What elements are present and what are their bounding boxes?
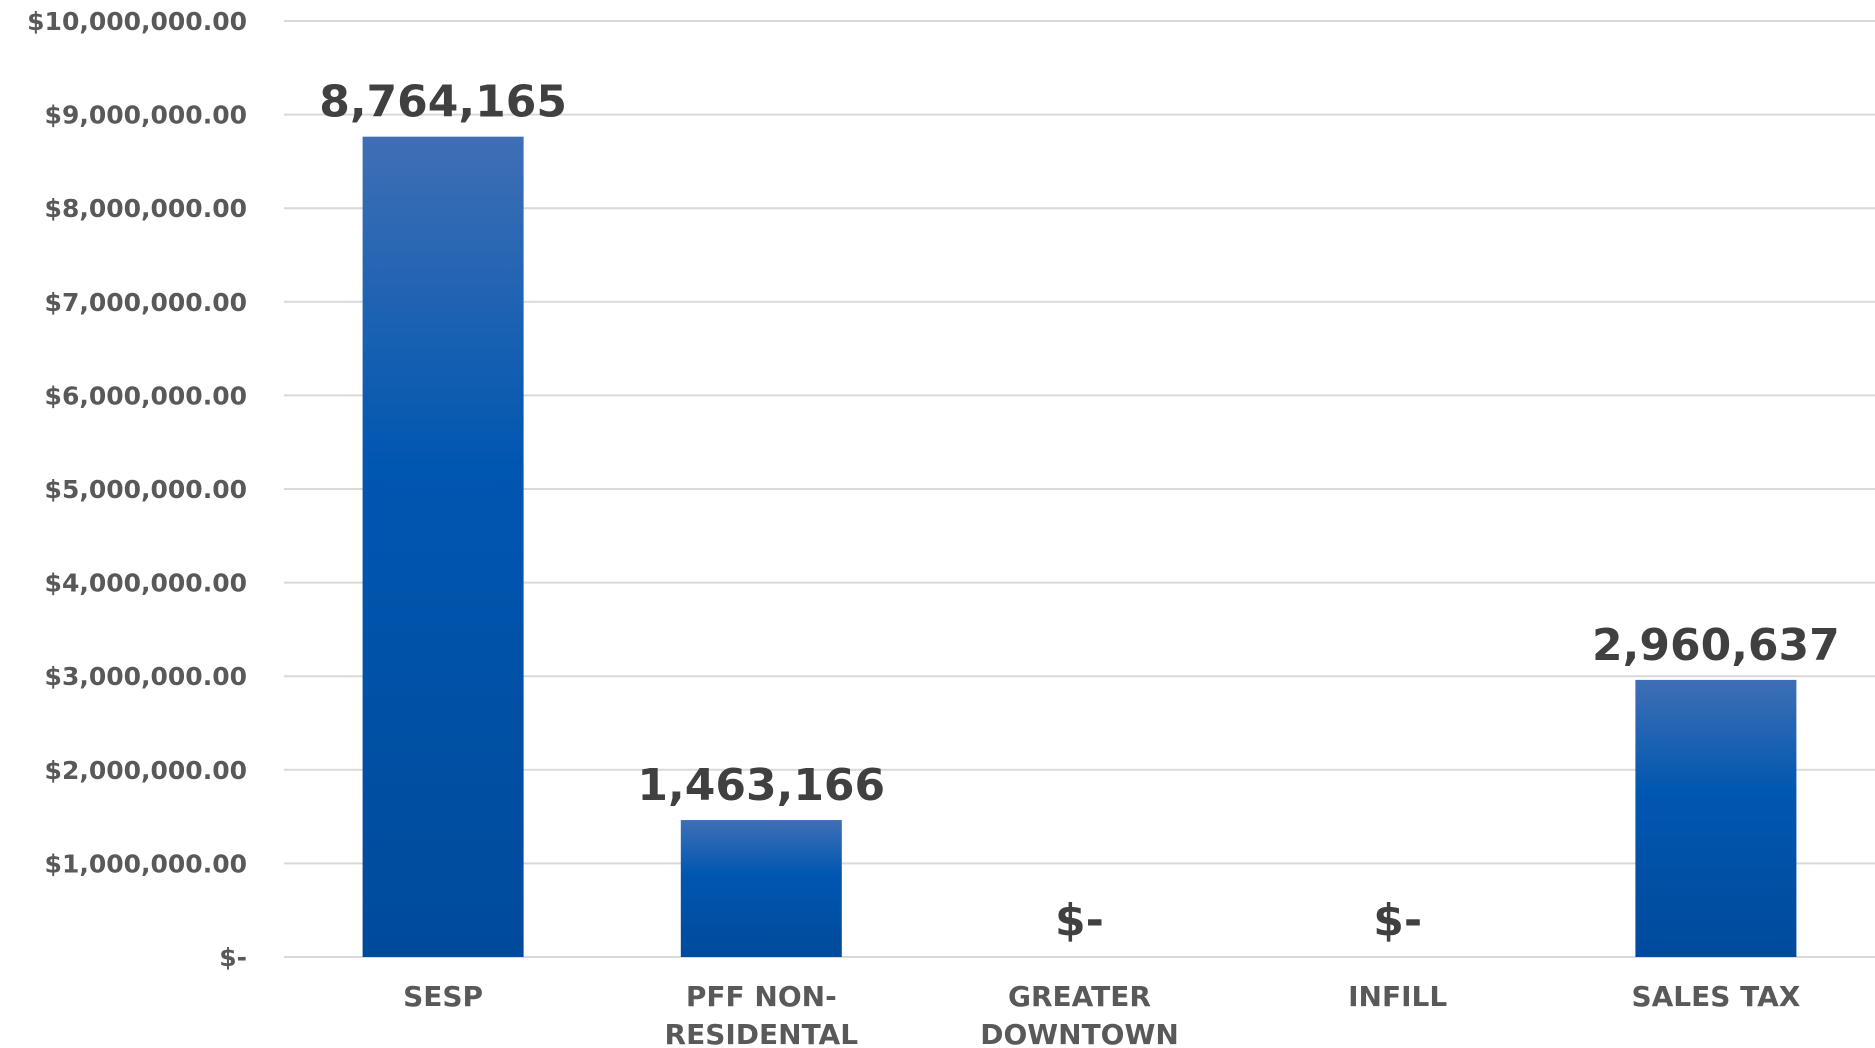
x-axis-category-labels: SESP PFF NON-RESIDENTAL GREATER DOWNTOWN INF…: [403, 980, 1801, 1048]
x-category-label: SESP: [403, 980, 483, 1013]
y-tick-label: $8,000,000.00: [45, 194, 247, 223]
y-tick-label: $9,000,000.00: [45, 101, 247, 130]
x-category-label: INFILL: [1348, 980, 1447, 1013]
bar: [1635, 679, 1797, 957]
y-tick-label: $7,000,000.00: [45, 288, 247, 317]
data-labels: 8,764,165 1,463,166 $- $- 2,960,637: [319, 77, 1840, 946]
y-tick-label: $2,000,000.00: [45, 756, 247, 785]
bar: [680, 820, 842, 957]
y-tick-label: $5,000,000.00: [45, 475, 247, 504]
x-category-label: SALES TAX: [1631, 980, 1800, 1013]
data-label: $-: [1055, 895, 1104, 946]
bar: [362, 136, 524, 958]
gridlines: [284, 20, 1875, 958]
x-category-label: PFF NON-RESIDENTAL: [665, 980, 859, 1048]
data-label: 8,764,165: [319, 77, 567, 128]
y-tick-label: $1,000,000.00: [45, 849, 247, 878]
data-label: 2,960,637: [1592, 620, 1840, 671]
y-tick-label: $10,000,000.00: [27, 7, 247, 36]
bars: [362, 136, 1797, 958]
data-label: $-: [1373, 895, 1422, 946]
y-tick-label: $3,000,000.00: [45, 662, 247, 691]
y-axis-tick-labels: $- $1,000,000.00 $2,000,000.00 $3,000,000.0…: [27, 7, 247, 972]
y-tick-label: $4,000,000.00: [45, 569, 247, 598]
data-label: 1,463,166: [637, 760, 885, 811]
y-tick-label: $6,000,000.00: [45, 381, 247, 410]
x-category-label: GREATER DOWNTOWN: [980, 980, 1179, 1048]
y-tick-label: $-: [219, 943, 247, 972]
